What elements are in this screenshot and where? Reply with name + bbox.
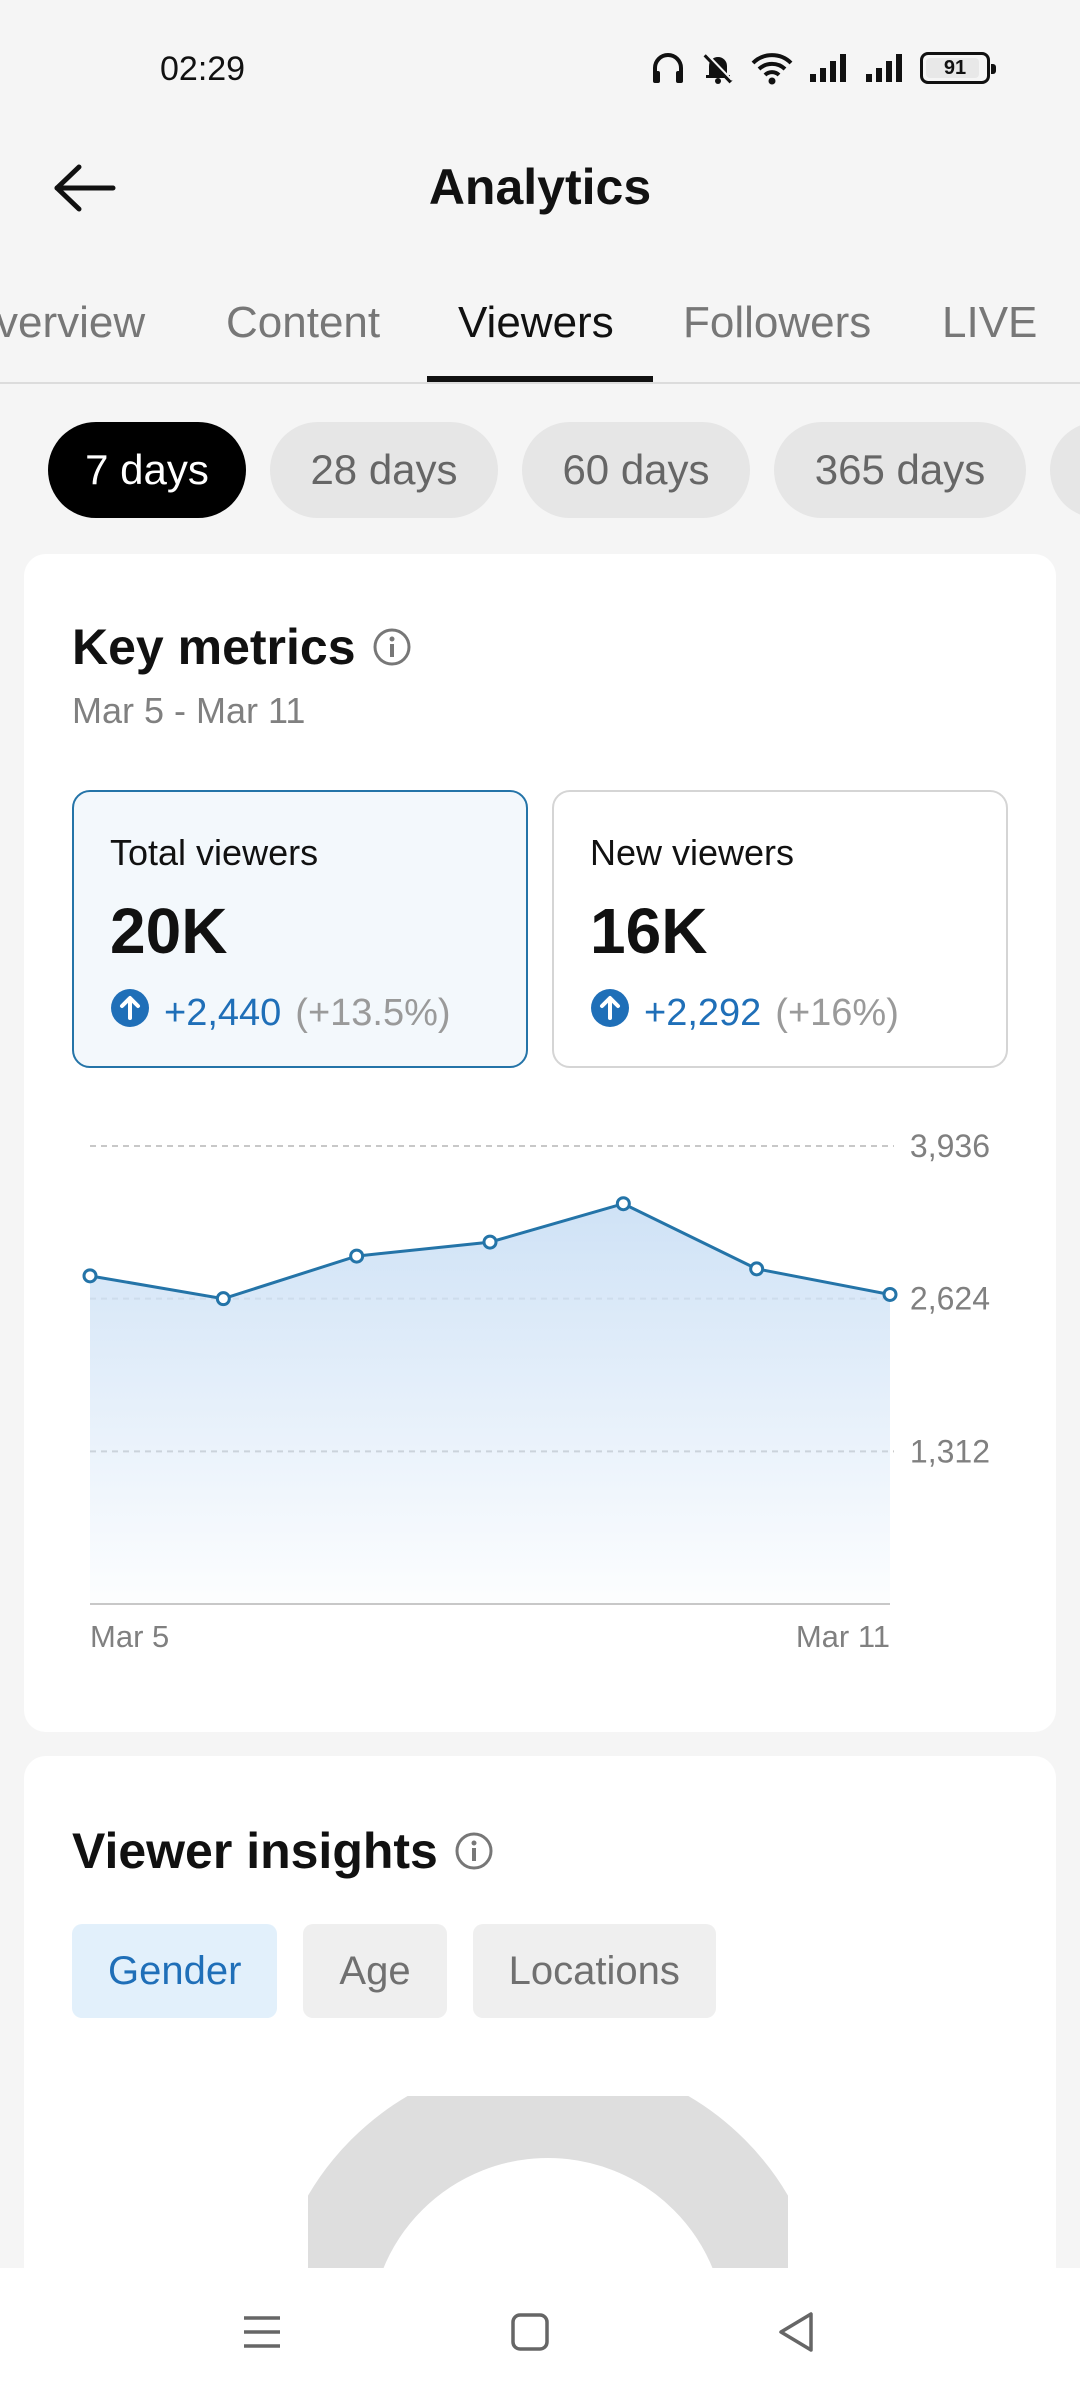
gender-donut-chart <box>308 2096 788 2316</box>
tab-active-indicator <box>427 376 653 382</box>
tab-content[interactable]: Content <box>226 298 381 347</box>
battery-icon: 91 <box>920 52 996 84</box>
battery-level: 91 <box>943 56 967 79</box>
range-selector: 7 days 28 days 60 days 365 days <box>0 422 1080 518</box>
range-7-days[interactable]: 7 days <box>48 422 246 518</box>
status-bar: 02:29 91 <box>0 0 1080 140</box>
change-absolute: +2,292 <box>644 991 762 1034</box>
system-nav-bar <box>0 2268 1080 2400</box>
y-tick-label: 2,624 <box>910 1281 990 1317</box>
range-365-days[interactable]: 365 days <box>774 422 1026 518</box>
back-button[interactable] <box>44 150 124 230</box>
data-point[interactable] <box>882 1286 898 1302</box>
signal-icon <box>864 52 906 84</box>
change-percent: (+13.5%) <box>295 991 451 1034</box>
change-absolute: +2,440 <box>164 991 282 1034</box>
donut-track <box>308 2096 788 2316</box>
x-tick-label: Mar 5 <box>90 1619 169 1654</box>
info-icon[interactable] <box>454 1831 494 1871</box>
home-button[interactable] <box>490 2304 570 2364</box>
viewer-insights-title: Viewer insights <box>72 1822 494 1880</box>
key-metrics-card: Key metrics Mar 5 - Mar 11 Total viewers… <box>24 554 1056 1732</box>
metric-change: +2,440 (+13.5%) <box>110 988 451 1038</box>
key-metrics-title: Key metrics <box>72 618 412 676</box>
analytics-tabs: verview Content Viewers Followers LIVE <box>0 270 1080 384</box>
back-nav-button[interactable] <box>756 2304 836 2364</box>
signal-icon <box>808 52 850 84</box>
data-point[interactable] <box>349 1248 365 1264</box>
metric-label: New viewers <box>590 832 795 873</box>
menu-button[interactable] <box>222 2304 302 2364</box>
arrow-up-circle-icon <box>110 988 150 1038</box>
metric-value: 16K <box>590 895 708 967</box>
header: Analytics <box>0 140 1080 250</box>
viewers-chart: 3,936 2,624 1,312 Mar 5 Mar 11 <box>82 1128 990 1654</box>
home-square-icon <box>509 2311 551 2358</box>
wifi-icon <box>750 51 794 85</box>
tab-live[interactable]: LIVE <box>942 298 1038 347</box>
metric-new-viewers[interactable]: New viewers 16K +2,292 (+16%) <box>552 790 1008 1068</box>
tab-viewers[interactable]: Viewers <box>458 298 614 347</box>
y-tick-label: 1,312 <box>910 1433 990 1469</box>
menu-icon <box>240 2312 284 2357</box>
page-title: Analytics <box>428 159 652 215</box>
insight-tab-age[interactable]: Age <box>303 1924 447 2018</box>
data-point[interactable] <box>82 1268 98 1284</box>
range-28-days[interactable]: 28 days <box>270 422 498 518</box>
arrow-left-icon <box>51 163 117 218</box>
insight-tab-locations[interactable]: Locations <box>472 1924 716 2018</box>
metric-label: Total viewers <box>110 832 319 873</box>
bell-muted-icon <box>700 50 736 86</box>
tab-overview[interactable]: verview <box>0 298 146 347</box>
arrow-up-circle-icon <box>590 988 630 1038</box>
x-tick-label: Mar 11 <box>796 1619 890 1654</box>
info-icon[interactable] <box>372 627 412 667</box>
tab-followers[interactable]: Followers <box>683 298 872 347</box>
viewer-insights-card: Viewer insights Gender Age Locations <box>24 1756 1056 2316</box>
metric-change: +2,292 (+16%) <box>590 988 899 1038</box>
back-triangle-icon <box>775 2310 817 2359</box>
viewer-insights-title-text: Viewer insights <box>72 1823 438 1879</box>
data-point[interactable] <box>215 1291 231 1307</box>
data-point[interactable] <box>749 1261 765 1277</box>
metric-value: 20K <box>110 895 228 967</box>
headphones-icon <box>650 51 686 85</box>
status-icons: 91 <box>650 50 996 86</box>
status-time: 02:29 <box>160 50 246 88</box>
data-point[interactable] <box>615 1196 631 1212</box>
insight-tab-gender[interactable]: Gender <box>72 1924 278 2018</box>
date-range: Mar 5 - Mar 11 <box>72 690 306 731</box>
range-more[interactable] <box>1050 422 1080 518</box>
key-metrics-title-text: Key metrics <box>72 619 356 675</box>
y-tick-label: 3,936 <box>910 1128 990 1164</box>
range-60-days[interactable]: 60 days <box>522 422 750 518</box>
chart-area <box>90 1203 890 1604</box>
insight-tabs: Gender Age Locations <box>72 1924 716 2018</box>
metric-total-viewers[interactable]: Total viewers 20K +2,440 (+13.5%) <box>72 790 528 1068</box>
change-percent: (+16%) <box>775 991 899 1034</box>
data-point[interactable] <box>482 1234 498 1250</box>
